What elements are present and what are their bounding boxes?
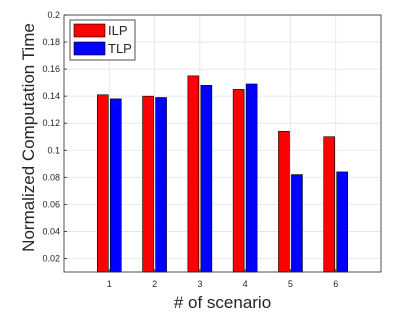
bar-tlp-scenario-3 <box>200 85 213 273</box>
x-tick-label: 4 <box>243 279 248 289</box>
bar-ilp-scenario-6 <box>323 136 336 273</box>
legend-label-tlp: TLP <box>108 41 132 56</box>
bar-tlp-scenario-1 <box>109 98 122 273</box>
y-tick-label: 0.04 <box>42 226 60 236</box>
y-tick-label: 0.1 <box>47 145 60 155</box>
y-tick-label: 0.16 <box>42 64 60 74</box>
bar-ilp-scenario-3 <box>187 75 200 273</box>
y-tick-label: 0.12 <box>42 118 60 128</box>
y-tick-label: 0.02 <box>42 253 60 263</box>
y-tick-label: 0.2 <box>47 10 60 20</box>
x-tick-label: 3 <box>197 279 202 289</box>
legend-label-ilp: ILP <box>108 23 128 38</box>
x-tick-label: 1 <box>107 279 112 289</box>
x-tick-label: 6 <box>333 279 338 289</box>
x-tick-label: 5 <box>288 279 293 289</box>
bar-tlp-scenario-4 <box>245 83 258 273</box>
bar-ilp-scenario-1 <box>96 94 109 273</box>
legend-swatch-tlp <box>73 41 106 56</box>
x-axis-label: # of scenario <box>174 293 271 312</box>
x-tick-label: 2 <box>152 279 157 289</box>
bar-tlp-scenario-6 <box>336 171 349 273</box>
bar-tlp-scenario-5 <box>291 174 303 273</box>
plot-border <box>63 14 382 273</box>
y-tick-label: 0.18 <box>42 37 60 47</box>
y-tick-label: 0.14 <box>42 91 60 101</box>
bar-ilp-scenario-5 <box>278 131 290 273</box>
legend: ILP TLP <box>69 19 136 61</box>
bar-ilp-scenario-4 <box>232 89 245 273</box>
bar-tlp-scenario-2 <box>155 97 167 273</box>
bar-ilp-scenario-2 <box>142 95 154 273</box>
legend-swatch-ilp <box>73 23 106 38</box>
y-axis-label: Normalized Computation Time <box>19 23 38 252</box>
tick-labels: 0.02 0.04 0.06 0.08 0.1 0.12 0.14 0.16 0.18 0.2 1 2… <box>42 10 338 289</box>
y-tick-label: 0.06 <box>42 199 60 209</box>
y-tick-label: 0.08 <box>42 172 60 182</box>
